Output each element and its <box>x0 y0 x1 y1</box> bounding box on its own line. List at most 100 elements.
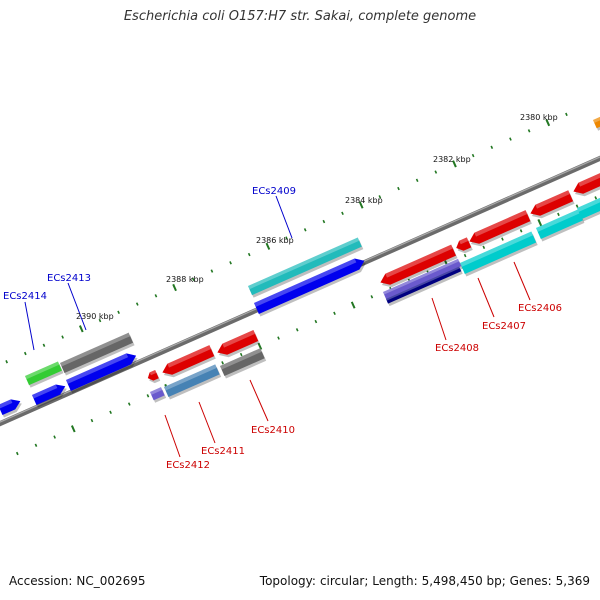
outer-tick-14 <box>247 252 251 257</box>
gene-ecs2409-body[interactable] <box>248 237 362 296</box>
gene-steel-2411[interactable] <box>164 364 222 400</box>
gene-cyan-2406[interactable] <box>536 209 585 242</box>
gene-blue-small-body[interactable] <box>32 384 66 406</box>
gene-red-2410-body[interactable] <box>217 330 259 355</box>
gene-label-ecs2412[interactable]: ECs2412 <box>166 460 210 471</box>
gene-features[interactable] <box>0 115 600 418</box>
gene-label-ecs2409[interactable]: ECs2409 <box>252 186 296 197</box>
gene-navy-2408-body[interactable] <box>386 266 462 304</box>
outer-tick-19 <box>341 211 344 216</box>
gene-cyan-2406-highlight <box>536 209 580 232</box>
gene-orange-body[interactable] <box>593 115 600 129</box>
leader-ecs2411 <box>198 401 216 444</box>
outer-tick-13 <box>229 261 232 265</box>
gene-red-2406a-body[interactable] <box>530 190 574 216</box>
leader-ecs2406 <box>513 261 531 301</box>
gene-red-small-body[interactable] <box>456 237 472 251</box>
gene-ecs2409b[interactable] <box>254 258 366 317</box>
length-value: 5,498,450 bp; <box>421 574 506 588</box>
gene-label-ecs2414[interactable]: ECs2414 <box>3 291 47 302</box>
gene-red-2406a-highlight <box>535 190 570 209</box>
inner-tick-32 <box>575 204 579 208</box>
leader-ecs2408 <box>431 297 447 341</box>
gene-label-ecs2413[interactable]: ECs2413 <box>47 273 91 284</box>
kbp-label-2386: 2386 kbp <box>256 236 294 245</box>
gene-green-body[interactable] <box>25 361 62 386</box>
gene-label-ecs2410[interactable]: ECs2410 <box>251 425 295 436</box>
genes-value: 5,369 <box>555 574 590 588</box>
gene-red-2407a-body[interactable] <box>469 210 531 244</box>
outer-tick-25 <box>452 160 457 168</box>
leader-ecs2409 <box>275 195 293 239</box>
gene-ecs2413-body[interactable] <box>66 353 137 391</box>
gene-label-ecs2408[interactable]: ECs2408 <box>435 343 479 354</box>
gene-ecs2413[interactable] <box>66 353 138 394</box>
gene-grey-2413[interactable] <box>60 332 135 376</box>
gene-grey-2413-highlight <box>60 332 131 367</box>
gene-blue-left-highlight <box>0 399 13 409</box>
inner-tick-20 <box>350 301 356 309</box>
gene-slate-2412-body[interactable] <box>150 387 165 401</box>
gene-red-2406b-body[interactable] <box>573 170 600 194</box>
gene-ecs2408[interactable] <box>380 244 458 288</box>
inner-tick-5 <box>70 425 76 433</box>
outer-tick-27 <box>490 145 494 150</box>
outer-tick-22 <box>397 186 400 191</box>
outer-tick-7 <box>117 310 120 314</box>
gene-cyan-2406-body[interactable] <box>536 209 583 239</box>
gene-ecs2411-highlight <box>167 345 212 368</box>
gene-red-2412[interactable] <box>147 369 161 384</box>
gene-blue-left[interactable] <box>0 399 22 418</box>
gene-cyan-2407-body[interactable] <box>460 231 537 274</box>
gene-cyan-2407[interactable] <box>460 231 538 277</box>
leader-ecs2407 <box>477 277 495 318</box>
gene-red-small[interactable] <box>456 237 473 254</box>
gene-cyan-2406b-body[interactable] <box>577 196 600 219</box>
gene-steel-2411-highlight <box>164 364 217 391</box>
gene-grey-2410-body[interactable] <box>220 348 265 377</box>
gene-slate-2412[interactable] <box>150 387 167 403</box>
gene-navy-2408[interactable] <box>386 266 463 307</box>
gene-grey-2410[interactable] <box>220 348 267 379</box>
label-leaders <box>24 195 531 458</box>
gene-ecs2409-highlight <box>248 237 360 290</box>
kbp-labels: 2380 kbp 2382 kbp 2384 kbp 2386 kbp 2388… <box>76 113 558 321</box>
gene-label-ecs2406[interactable]: ECs2406 <box>518 303 562 314</box>
gene-cyan-2407-highlight <box>460 231 534 267</box>
inner-tick-7 <box>109 410 112 414</box>
gene-ecs2409b-highlight <box>254 258 357 307</box>
accession-info: Accession: NC_002695 <box>9 574 146 588</box>
gene-steel-2411-body[interactable] <box>164 364 220 398</box>
inner-tick-8 <box>127 402 131 406</box>
gene-red-2410-highlight <box>222 330 256 348</box>
gene-ecs2411-body[interactable] <box>162 345 215 375</box>
inner-tick-31 <box>557 212 560 217</box>
gene-label-ecs2411[interactable]: ECs2411 <box>201 446 245 457</box>
gene-grey-2413-body[interactable] <box>60 332 134 374</box>
inner-tick-26 <box>463 253 467 258</box>
gene-ecs2409[interactable] <box>248 237 364 298</box>
gene-label-ecs2407[interactable]: ECs2407 <box>482 321 526 332</box>
kbp-label-2382: 2382 kbp <box>433 155 471 164</box>
gene-red-2412-body[interactable] <box>147 369 159 381</box>
gene-orange[interactable] <box>593 115 600 131</box>
outer-tick-28 <box>509 137 512 141</box>
gene-blue-left-body[interactable] <box>0 399 21 416</box>
gene-red-2406b[interactable] <box>573 170 600 197</box>
gene-cyan-2406b[interactable] <box>577 196 600 222</box>
gene-green[interactable] <box>25 361 64 388</box>
gene-slate-2408-body[interactable] <box>383 258 462 300</box>
length-label: Length: <box>372 574 418 588</box>
accession-label: Accession: <box>9 574 73 588</box>
gene-blue-small[interactable] <box>32 384 67 408</box>
outer-tick-8 <box>135 302 139 306</box>
gene-red-2406a[interactable] <box>530 190 575 219</box>
gene-ecs2408-body[interactable] <box>380 244 457 285</box>
gene-ecs2411[interactable] <box>162 345 216 378</box>
gene-red-2410[interactable] <box>217 330 260 358</box>
gene-ecs2413-highlight <box>66 353 129 384</box>
gene-ecs2409b-body[interactable] <box>254 258 365 314</box>
gene-red-2407a[interactable] <box>469 210 532 247</box>
inner-tick-2 <box>15 451 19 456</box>
